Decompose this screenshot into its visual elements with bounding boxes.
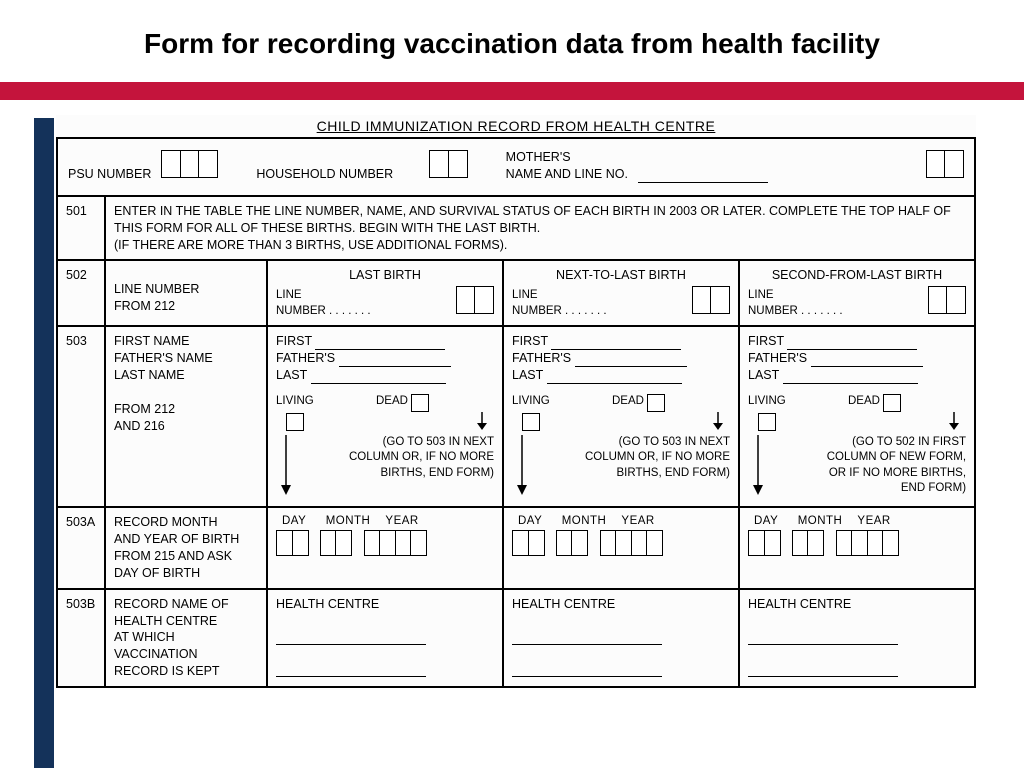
page-title: Form for recording vaccination data from… bbox=[0, 0, 1024, 82]
row-code-501: 501 bbox=[57, 196, 105, 261]
row-code-503: 503 bbox=[57, 326, 105, 507]
living-check[interactable] bbox=[286, 413, 304, 431]
form-table: PSU NUMBER HOUSEHOLD NUMBER MOTHER'S NAM… bbox=[56, 137, 976, 688]
fathers-label: FATHER'S bbox=[276, 351, 335, 365]
household-label: HOUSEHOLD NUMBER bbox=[256, 166, 393, 183]
form-container: CHILD IMMUNIZATION RECORD FROM HEALTH CE… bbox=[56, 115, 976, 688]
date-boxes-1[interactable] bbox=[276, 530, 494, 561]
date-boxes-3[interactable] bbox=[748, 530, 966, 561]
goto-c: (GO TO 502 IN FIRST COLUMN OF NEW FORM, … bbox=[808, 435, 966, 497]
row503-d0: FIRST NAME bbox=[114, 333, 258, 350]
left-sidebar-stripe bbox=[34, 118, 54, 768]
mother-label-2: NAME AND LINE NO. bbox=[506, 166, 628, 183]
dead-check[interactable] bbox=[411, 394, 429, 412]
psu-boxes[interactable] bbox=[161, 150, 218, 183]
first-label: FIRST bbox=[276, 334, 312, 348]
row503-d1: FATHER'S NAME bbox=[114, 350, 258, 367]
household-boxes[interactable] bbox=[429, 150, 468, 183]
row-code-503b: 503B bbox=[57, 589, 105, 687]
mother-lineno-boxes[interactable] bbox=[926, 150, 965, 183]
row-code-502: 502 bbox=[57, 260, 105, 326]
colhead-last: LAST BIRTH bbox=[276, 267, 494, 284]
arrow-down-icon bbox=[572, 412, 730, 435]
arrow-down-icon bbox=[276, 435, 296, 495]
row503-d4: FROM 212 bbox=[114, 401, 258, 418]
hc-line-1a[interactable] bbox=[276, 631, 426, 645]
goto-b: (GO TO 503 IN NEXT COLUMN OR, IF NO MORE… bbox=[572, 435, 730, 482]
arrow-down-icon bbox=[748, 435, 768, 495]
mother-label-1: MOTHER'S bbox=[506, 149, 628, 166]
last-line[interactable] bbox=[311, 370, 446, 384]
row501-text: ENTER IN THE TABLE THE LINE NUMBER, NAME… bbox=[114, 203, 966, 237]
row503-d2: LAST NAME bbox=[114, 367, 258, 384]
arrow-down-icon bbox=[512, 435, 532, 495]
goto-a: (GO TO 503 IN NEXT COLUMN OR, IF NO MORE… bbox=[336, 435, 494, 482]
row502-desc2: FROM 212 bbox=[114, 298, 258, 315]
lineno-boxes-1[interactable] bbox=[456, 286, 495, 319]
arrow-down-icon bbox=[336, 412, 494, 435]
number-label: NUMBER bbox=[276, 305, 326, 317]
hc-label: HEALTH CENTRE bbox=[276, 596, 494, 613]
hc-line-1b[interactable] bbox=[276, 663, 426, 677]
row503-d5: AND 216 bbox=[114, 418, 258, 435]
row-code-503a: 503A bbox=[57, 507, 105, 589]
mother-name-line[interactable] bbox=[638, 169, 768, 183]
form-header: CHILD IMMUNIZATION RECORD FROM HEALTH CE… bbox=[56, 115, 976, 137]
lineno-boxes-3[interactable] bbox=[928, 286, 967, 319]
colhead-second: SECOND-FROM-LAST BIRTH bbox=[748, 267, 966, 284]
psu-label: PSU NUMBER bbox=[68, 166, 151, 183]
dead-label: DEAD bbox=[376, 395, 408, 407]
lineno-boxes-2[interactable] bbox=[692, 286, 731, 319]
date-boxes-2[interactable] bbox=[512, 530, 730, 561]
line-label: LINE bbox=[276, 288, 371, 304]
last-label: LAST bbox=[276, 368, 307, 382]
row502-desc1: LINE NUMBER bbox=[114, 281, 258, 298]
accent-bar bbox=[0, 82, 1024, 100]
fathers-line[interactable] bbox=[339, 353, 451, 367]
first-line[interactable] bbox=[315, 336, 445, 350]
living-label: LIVING bbox=[276, 394, 336, 410]
colhead-next: NEXT-TO-LAST BIRTH bbox=[512, 267, 730, 284]
row501-note: (IF THERE ARE MORE THAN 3 BIRTHS, USE AD… bbox=[114, 237, 966, 254]
arrow-down-icon bbox=[808, 412, 966, 435]
